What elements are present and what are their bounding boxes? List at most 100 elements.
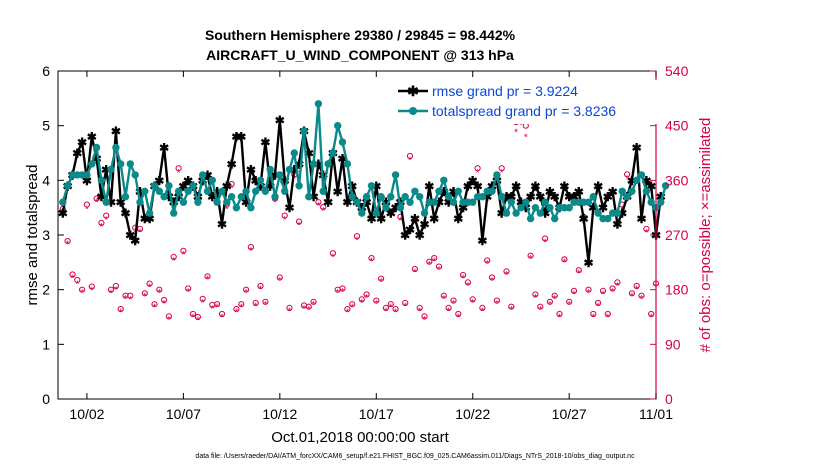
totalspread-point [237,193,246,201]
obs-possible-point [107,286,115,293]
obs-assimilated-point: * [442,294,446,305]
totalspread-point [218,187,226,196]
obs-possible-point [262,298,269,305]
obs-possible-point [310,298,317,305]
obs-assimilated-point: * [519,121,523,132]
rmse-point: ✱ [87,130,97,144]
rmse-point: ✱ [535,190,545,204]
totalspread-point [88,160,96,168]
obs-possible-point [69,271,76,278]
rmse-point: ✱ [444,196,454,210]
obs-possible-point [542,235,549,242]
obs-possible-point [455,310,462,318]
obs-assimilated-point: * [104,215,108,226]
rmse-point: ✱ [410,212,420,226]
rmse-point: ✱ [511,179,521,193]
obs-assimilated-point: * [394,308,398,319]
obs-possible-point [368,255,375,262]
totalspread-point [430,198,438,206]
obs-possible-point [320,204,327,211]
totalspread-point [391,171,400,179]
obs-assimilated-point: * [292,174,296,185]
totalspread-point [353,198,361,206]
obs-possible-point [406,152,414,160]
totalspread-point [449,198,458,206]
obs-assimilated-point: * [71,274,75,285]
obs-assimilated-point: * [119,308,123,319]
rmse-point: ✱ [333,185,343,199]
obs-possible-point [551,292,558,299]
obs-assimilated-point: * [485,259,489,270]
obs-possible-point [358,296,365,303]
rmse-point: ✱ [612,218,622,232]
rmse-point: ✱ [521,201,531,215]
obs-possible-point [83,201,91,208]
rmse-point: ✱ [227,157,237,171]
obs-assimilated-point: * [374,299,378,310]
obs-assimilated-point: * [172,256,176,267]
data-file-footnote: data file: /Users/raeder/DAI/ATM_forcXX/… [195,453,635,460]
totalspread-point [657,198,665,206]
obs-possible-point [189,310,197,318]
obs-possible-point [426,258,433,265]
rmse-point: ✱ [174,190,184,204]
obs-assimilated-point: * [95,198,99,209]
totalspread-point [232,204,241,212]
rmse-point: ✱ [294,157,304,171]
obs-possible-point [112,282,120,290]
obs-possible-point [165,313,172,320]
totalspread-point [618,187,626,196]
obs-possible-point [88,283,95,290]
obs-possible-point [435,263,443,270]
obs-possible-point [353,233,361,240]
rmse-point: ✱ [280,174,290,188]
rmse-point: ✱ [362,196,372,210]
rmse-point: ✱ [183,174,193,188]
obs-assimilated-point: * [505,270,509,281]
obs-possible-point [469,296,476,303]
legend-rmse-marker: ✱ [407,83,419,99]
y-tick-label: 1 [42,336,50,352]
obs-possible-point [527,252,534,259]
obs-assimilated-point: * [350,303,354,314]
y-right-tick-label: 270 [665,227,689,243]
x-tick-label: 11/01 [639,406,673,422]
rmse-point: ✱ [540,207,550,221]
obs-possible-point [445,304,452,311]
obs-possible-point [79,286,86,293]
obs-possible-point [392,306,399,313]
y-axis-label: rmse and totalspread [24,165,41,306]
rmse-point: ✱ [154,174,164,188]
rmse-point: ✱ [77,136,87,150]
obs-possible-point [141,290,148,297]
rmse-point: ✱ [473,179,483,193]
obs-assimilated-point: * [143,292,147,303]
obs-assimilated-point: * [114,285,118,296]
obs-assimilated-point: * [567,300,571,311]
totalspread-point [589,193,597,201]
y-tick-label: 6 [42,63,50,79]
obs-assimilated-point: * [239,303,243,314]
rmse-point: ✱ [405,223,415,237]
obs-assimilated-point: * [215,303,219,314]
rmse-point: ✱ [419,218,429,232]
totalspread-point [285,165,294,174]
obs-assimilated-point: * [471,298,475,309]
obs-possible-point [546,298,554,305]
rmse-point: ✱ [140,212,150,226]
obs-possible-point [93,195,100,202]
obs-assimilated-point: * [307,305,311,316]
rmse-point: ✱ [632,141,642,155]
rmse-point: ✱ [101,163,111,177]
obs-assimilated-point: * [331,252,335,263]
rmse-point: ✱ [159,141,169,155]
rmse-point: ✱ [255,179,265,193]
totalspread-point [179,198,188,206]
obs-possible-point [117,306,124,313]
obs-assimilated-point: * [321,206,325,217]
rmse-point: ✱ [304,147,314,161]
totalspread-point [223,198,231,206]
rmse-point: ✱ [526,190,536,204]
obs-possible-point [614,279,621,286]
rmse-point: ✱ [603,190,613,204]
